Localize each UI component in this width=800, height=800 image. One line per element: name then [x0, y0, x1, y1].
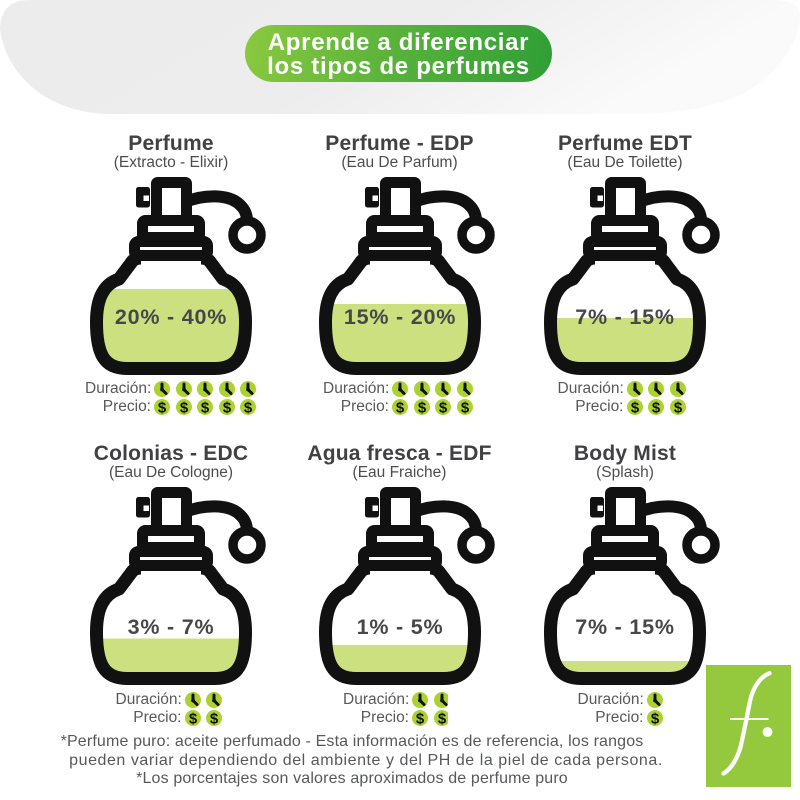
svg-text:$: $ — [439, 399, 448, 415]
svg-text:$: $ — [460, 399, 469, 415]
svg-text:$: $ — [396, 399, 405, 415]
svg-text:$: $ — [179, 399, 188, 415]
svg-text:7% - 15%: 7% - 15% — [575, 305, 675, 329]
svg-text:$: $ — [158, 399, 167, 415]
svg-text:1% - 5%: 1% - 5% — [356, 615, 443, 639]
svg-text:20% - 40%: 20% - 40% — [115, 305, 227, 329]
svg-text:7% - 15%: 7% - 15% — [575, 615, 675, 639]
svg-text:$: $ — [650, 710, 659, 726]
svg-text:$: $ — [244, 399, 253, 415]
svg-text:15% - 20%: 15% - 20% — [343, 305, 455, 329]
svg-text:$: $ — [630, 399, 639, 415]
svg-text:$: $ — [222, 399, 231, 415]
svg-text:$: $ — [652, 399, 661, 415]
svg-text:3% - 7%: 3% - 7% — [128, 615, 215, 639]
svg-text:$: $ — [188, 710, 197, 726]
svg-text:$: $ — [437, 710, 446, 726]
svg-text:$: $ — [673, 399, 682, 415]
svg-text:$: $ — [417, 399, 426, 415]
svg-text:$: $ — [210, 710, 219, 726]
svg-text:$: $ — [201, 399, 210, 415]
svg-text:$: $ — [416, 710, 425, 726]
